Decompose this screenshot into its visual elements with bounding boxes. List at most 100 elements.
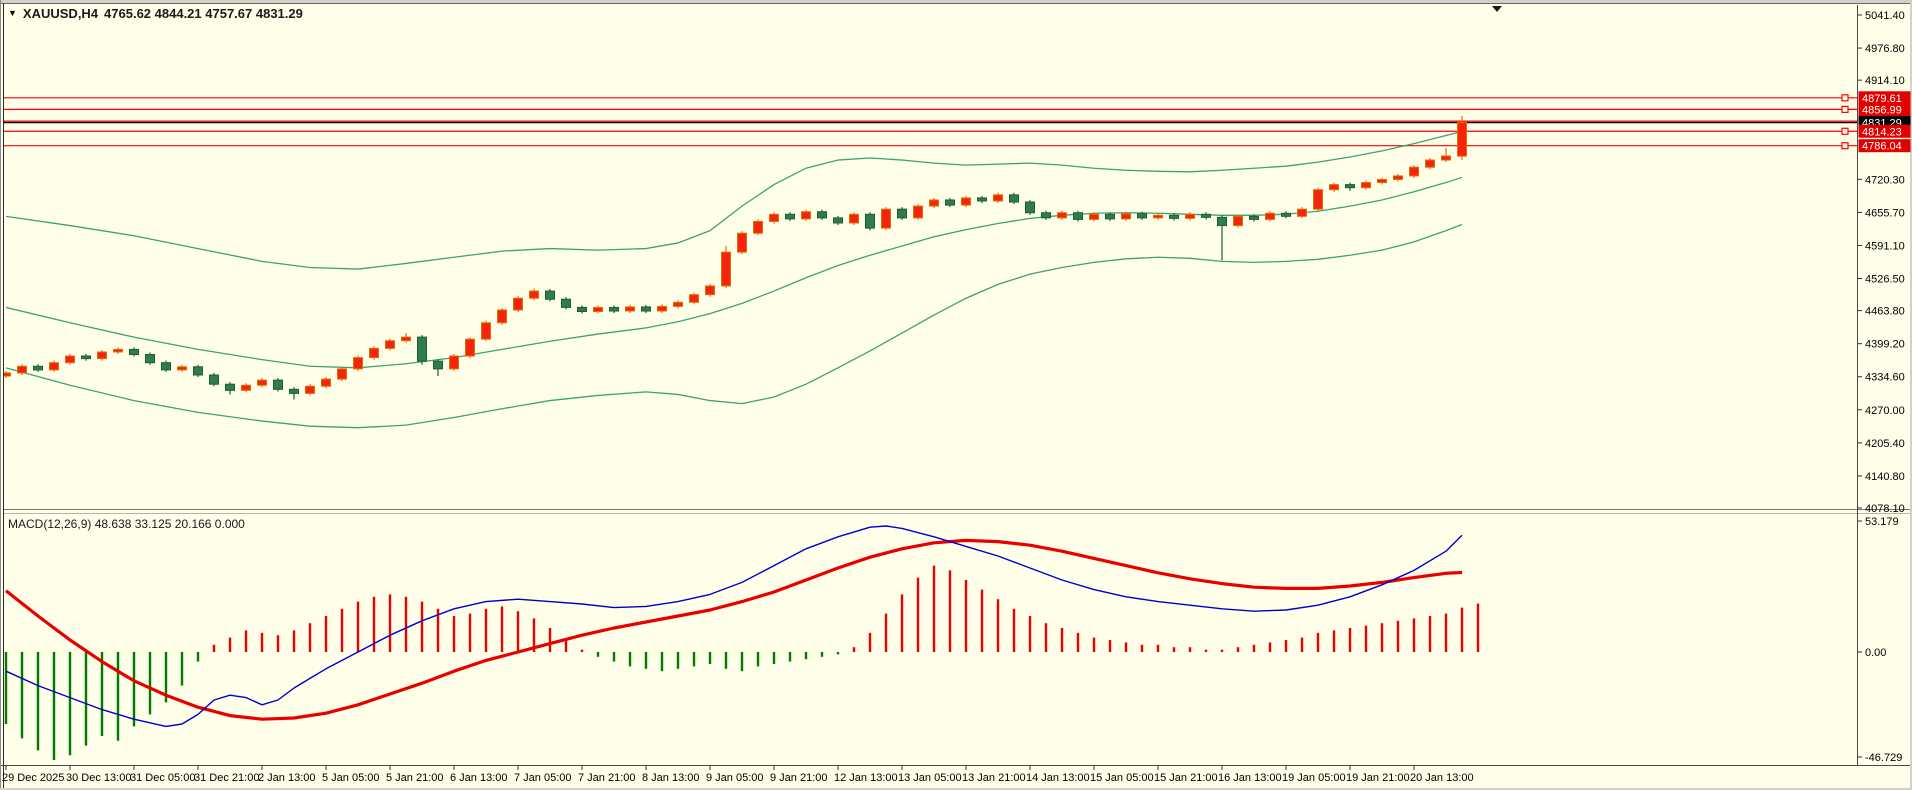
candle [721, 246, 731, 288]
candle [801, 209, 811, 221]
macd-main-line [5, 525, 1463, 728]
candle-body [273, 379, 283, 390]
candle-body [4, 372, 11, 377]
candle-body [753, 220, 763, 234]
candle [1265, 211, 1275, 222]
candle [1217, 215, 1227, 261]
candle-body [1441, 155, 1451, 161]
candle [1073, 210, 1083, 222]
candle-body [417, 336, 427, 362]
candle [769, 212, 779, 224]
time-axis-tick-label: 31 Dec 05:00 [130, 772, 195, 784]
candle [673, 300, 683, 309]
price-axis-tick-label: 4976.80 [1865, 43, 1905, 55]
candle [273, 378, 283, 392]
candle-body [1425, 159, 1435, 168]
candle-body [801, 211, 811, 220]
candle [209, 372, 219, 387]
candle-body [145, 354, 155, 364]
level-label-text: 4786.04 [1862, 141, 1902, 153]
candle [417, 335, 427, 365]
candle [1233, 214, 1243, 228]
candle [465, 337, 475, 359]
candle-body [1121, 213, 1131, 220]
candle [1137, 211, 1147, 220]
candle-body [305, 385, 315, 394]
level-label-box [1858, 139, 1911, 153]
symbol-dropdown-icon[interactable]: ▼ [8, 7, 17, 18]
level-price-label: 4879.61 [1858, 91, 1911, 105]
price-axis-tick-label: 4078.10 [1865, 503, 1905, 515]
level-label-text: 4879.61 [1862, 93, 1902, 105]
candle [1457, 115, 1467, 161]
bollinger-upper-line [5, 130, 1463, 270]
window-top-border [0, 0, 1912, 3]
candle-body [737, 232, 747, 253]
chart-shift-marker[interactable] [1492, 6, 1502, 12]
candle [753, 219, 763, 236]
candle [1185, 212, 1195, 221]
candle [433, 359, 443, 377]
time-axis-tick-label: 9 Jan 05:00 [706, 772, 764, 784]
level-line-handle[interactable] [1841, 142, 1849, 150]
price-axis-tick-label: 4720.30 [1865, 174, 1905, 186]
macd-axis-scale[interactable]: 53.179 0.00 -46.729 [1857, 516, 1902, 764]
time-axis-tick-label: 29 Dec 2025 [2, 772, 64, 784]
candle [897, 207, 907, 220]
candle-body [449, 355, 459, 370]
level-line-handle[interactable] [1841, 105, 1849, 113]
level-price-label: 4856.99 [1858, 102, 1911, 116]
candle-body [1393, 175, 1403, 180]
level-line-handle[interactable] [1841, 94, 1849, 102]
candle-body [1313, 189, 1323, 210]
candle-body [961, 197, 971, 206]
time-axis-tick-label: 20 Jan 13:00 [1410, 772, 1474, 784]
price-axis-tick-label: 4655.70 [1865, 207, 1905, 219]
candle-body [321, 378, 331, 387]
candle-body [17, 365, 27, 374]
bollinger-lower-line [5, 223, 1463, 429]
candle-body [1025, 201, 1035, 214]
candle-body [849, 213, 859, 224]
time-axis-tick-label: 31 Dec 21:00 [194, 772, 259, 784]
candle [241, 383, 251, 393]
candle-body [929, 199, 939, 207]
candle-body [881, 208, 891, 229]
candle-body [625, 306, 635, 312]
candle-body [1041, 212, 1051, 219]
candle [481, 320, 491, 342]
candle-body [1217, 216, 1227, 227]
time-axis-tick-label: 15 Jan 05:00 [1090, 772, 1154, 784]
candle-body [1281, 212, 1291, 217]
candle [593, 305, 603, 314]
candle-body [769, 213, 779, 222]
candle-body [289, 388, 299, 394]
candle [1329, 182, 1339, 192]
candle-body [1233, 215, 1243, 227]
candle [513, 296, 523, 313]
candle-body [897, 208, 907, 219]
candle [849, 212, 859, 226]
candle-body [945, 199, 955, 206]
candle-body [641, 306, 651, 312]
candle-body [177, 366, 187, 371]
candle-body [513, 297, 523, 311]
candle-body [193, 366, 203, 376]
price-axis-scale[interactable]: 5041.40 4976.80 4914.10 4720.30 4655.70 4591.… [1857, 10, 1905, 515]
bollinger-middle-line [5, 176, 1463, 369]
macd-panel [4, 525, 1480, 760]
candle [993, 192, 1003, 204]
candle-body [817, 211, 827, 219]
candle [913, 204, 923, 220]
candle [945, 197, 955, 208]
candle-body [481, 322, 491, 340]
price-axis-tick-label: 4526.50 [1865, 274, 1905, 286]
price-axis-tick-label: 5041.40 [1865, 10, 1905, 22]
candle-body [225, 383, 235, 391]
level-line-handle[interactable] [1841, 127, 1849, 135]
candle [321, 377, 331, 389]
candle [161, 360, 171, 372]
